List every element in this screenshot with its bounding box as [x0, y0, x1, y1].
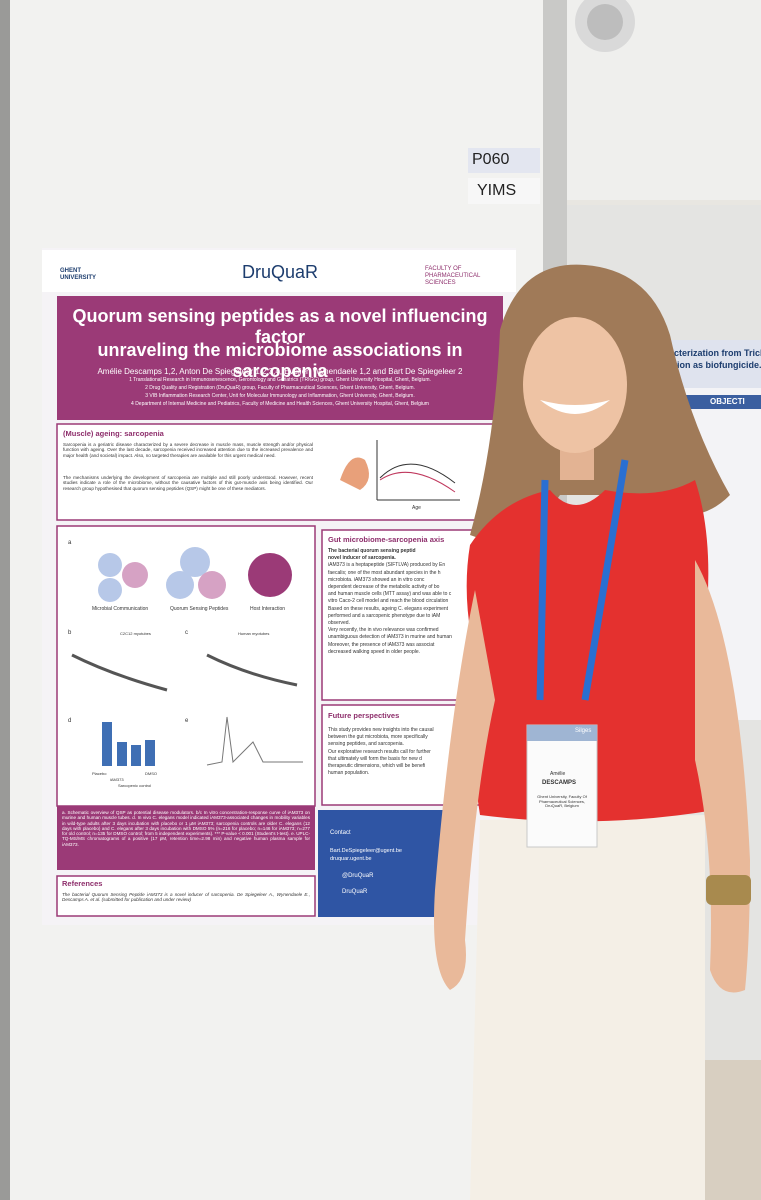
section-heading: (Muscle) ageing: sarcopenia [63, 429, 164, 438]
text-line: Very recently, the in vivo relevance was… [328, 627, 439, 634]
text-line: and human muscle cells (MTT assay) and w… [328, 591, 452, 598]
contact-linkedin: DruQuaR [342, 889, 368, 895]
paragraph: The mechanisms underlying the developmen… [63, 475, 313, 491]
text-line: therapeutic dimensions, which will be be… [328, 763, 426, 769]
contact-email: Bart.DeSpiegeleer@ugent.be [330, 848, 402, 854]
other-poster-title: heir action as biofungicide. [645, 360, 761, 370]
text-line: Our explorative research results call fo… [328, 748, 431, 755]
figure-label: C2C12 myotubes [120, 631, 151, 636]
figure-label: Placebo [92, 771, 107, 776]
text-line: unambiguous detection of iAM373 in murin… [328, 634, 452, 641]
figure-label: Microbial Communication [92, 606, 149, 612]
text-line: human population. [328, 770, 370, 777]
text-line: dependent decrease of the metabolic acti… [328, 584, 440, 590]
authors: Amélie Descamps 1,2, Anton De Spiegeleer… [97, 367, 463, 376]
text-line: Moreover, the presence of iAM373 was ass… [328, 641, 435, 648]
logo-ghent: GHENT UNIVERSITY [60, 268, 97, 281]
section-heading: Future perspectives [328, 711, 400, 720]
board-session: YIMS [477, 182, 517, 199]
text-line: This study provides new insights into th… [328, 727, 434, 733]
panel-label: a [68, 540, 72, 546]
text-line: microbiota. iAM373 showed an in vitro co… [328, 576, 425, 583]
other-poster-section: OBJECTI [710, 397, 745, 406]
text-line: observed. [328, 620, 350, 626]
axis-label: Age [412, 505, 421, 511]
panel-label: e [185, 718, 189, 724]
affiliation: 2 Drug Quality and Registration (DruQuaR… [145, 385, 415, 391]
affiliation: 4 Department of Internal Medicine and Pe… [131, 401, 429, 407]
text-line: sensing peptides, and sarcopenia. [328, 741, 404, 748]
other-poster-title: l characterization from Trichod [645, 348, 761, 358]
text-line: performed and a sarcopenic phenotype due… [328, 612, 441, 619]
badge-first-name: Amélie [550, 771, 566, 777]
text-line: The bacterial quorum sensing peptid [328, 548, 416, 554]
badge-last-name: DESCAMPS [542, 780, 577, 786]
panel-label: b [68, 630, 72, 636]
text-line: faecalis; one of the most abundant speci… [328, 569, 441, 576]
figure-label: Sarcopenic control [118, 783, 152, 788]
reference: The bacterial Quorum Sensing Peptide iAM… [62, 892, 310, 903]
text-line: iAM373 is a heptapeptide (SIFTLVA) produ… [328, 562, 446, 569]
poster-title: unraveling the microbiome associations i… [97, 340, 463, 381]
figure-label: DMSO [145, 771, 157, 776]
logo-druquar: DruQuaR [242, 262, 319, 282]
panel-label: d [68, 718, 72, 724]
text-line: vitro Caco-2 cell model and reach the bl… [328, 598, 449, 605]
board-code: P060 [472, 151, 510, 168]
poster-title: Quorum sensing peptides as a novel influ… [72, 306, 488, 347]
panel-label: c [185, 630, 188, 636]
text-line: Based on these results, ageing C. elegan… [328, 605, 449, 612]
section-heading: References [62, 879, 103, 888]
text-line: novel inducer of sarcopenia. [328, 555, 396, 562]
figure-label: Human myotubes [238, 631, 270, 636]
contact-web: druquar.ugent.be [330, 856, 372, 862]
contact-twitter: @DruQuaR [342, 873, 374, 879]
contact-heading: Contact [330, 830, 351, 836]
badge-event: Silges [575, 728, 592, 734]
text-line: decreased walking speed in older people. [328, 648, 421, 655]
badge-org: Ghent University, Faculty Of Pharmaceuti… [537, 794, 587, 809]
figure-label: Host Interaction [250, 606, 286, 612]
text-line: between the gut microbiota, more specifi… [328, 734, 428, 741]
paragraph: Sarcopenia is a geriatric disease charac… [63, 442, 313, 458]
figure-label: Quorum Sensing Peptides [170, 606, 229, 612]
affiliation: 3 VIB Inflammation Research Center, Unit… [145, 393, 415, 399]
section-heading: Gut microbiome-sarcopenia axis [328, 535, 445, 544]
affiliation: 1 Translational Research in Immunosenesc… [129, 377, 431, 383]
text-line: that ultimately will form the basis for … [328, 755, 422, 762]
figure-label: iAM373 [110, 777, 124, 782]
figure-caption: a. Schematic overview of QSP as potentia… [62, 810, 310, 847]
logo-faculty: FACULTY OF PHARMACEUTICAL SCIENCES [425, 266, 481, 286]
